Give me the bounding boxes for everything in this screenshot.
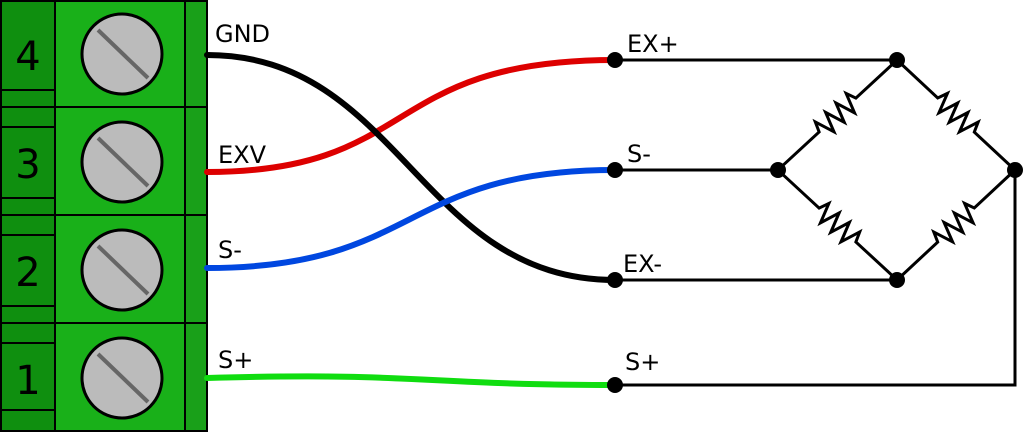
bridge-label: EX- [623,250,662,278]
wire-label: EXV [218,141,267,169]
bridge [607,52,1023,393]
bridge-label: S- [627,140,651,168]
terminal-number: 2 [15,250,40,296]
wire-label: GND [215,20,270,48]
terminal-number: 1 [15,358,40,404]
wire-label: S- [218,236,242,264]
terminal-block [0,0,208,432]
wires [204,52,618,388]
terminal-number: 4 [15,34,40,80]
wire-label: S+ [218,346,253,374]
bridge-label: S+ [625,348,660,376]
terminal-number: 3 [15,142,40,188]
bridge-label: EX+ [627,30,679,58]
